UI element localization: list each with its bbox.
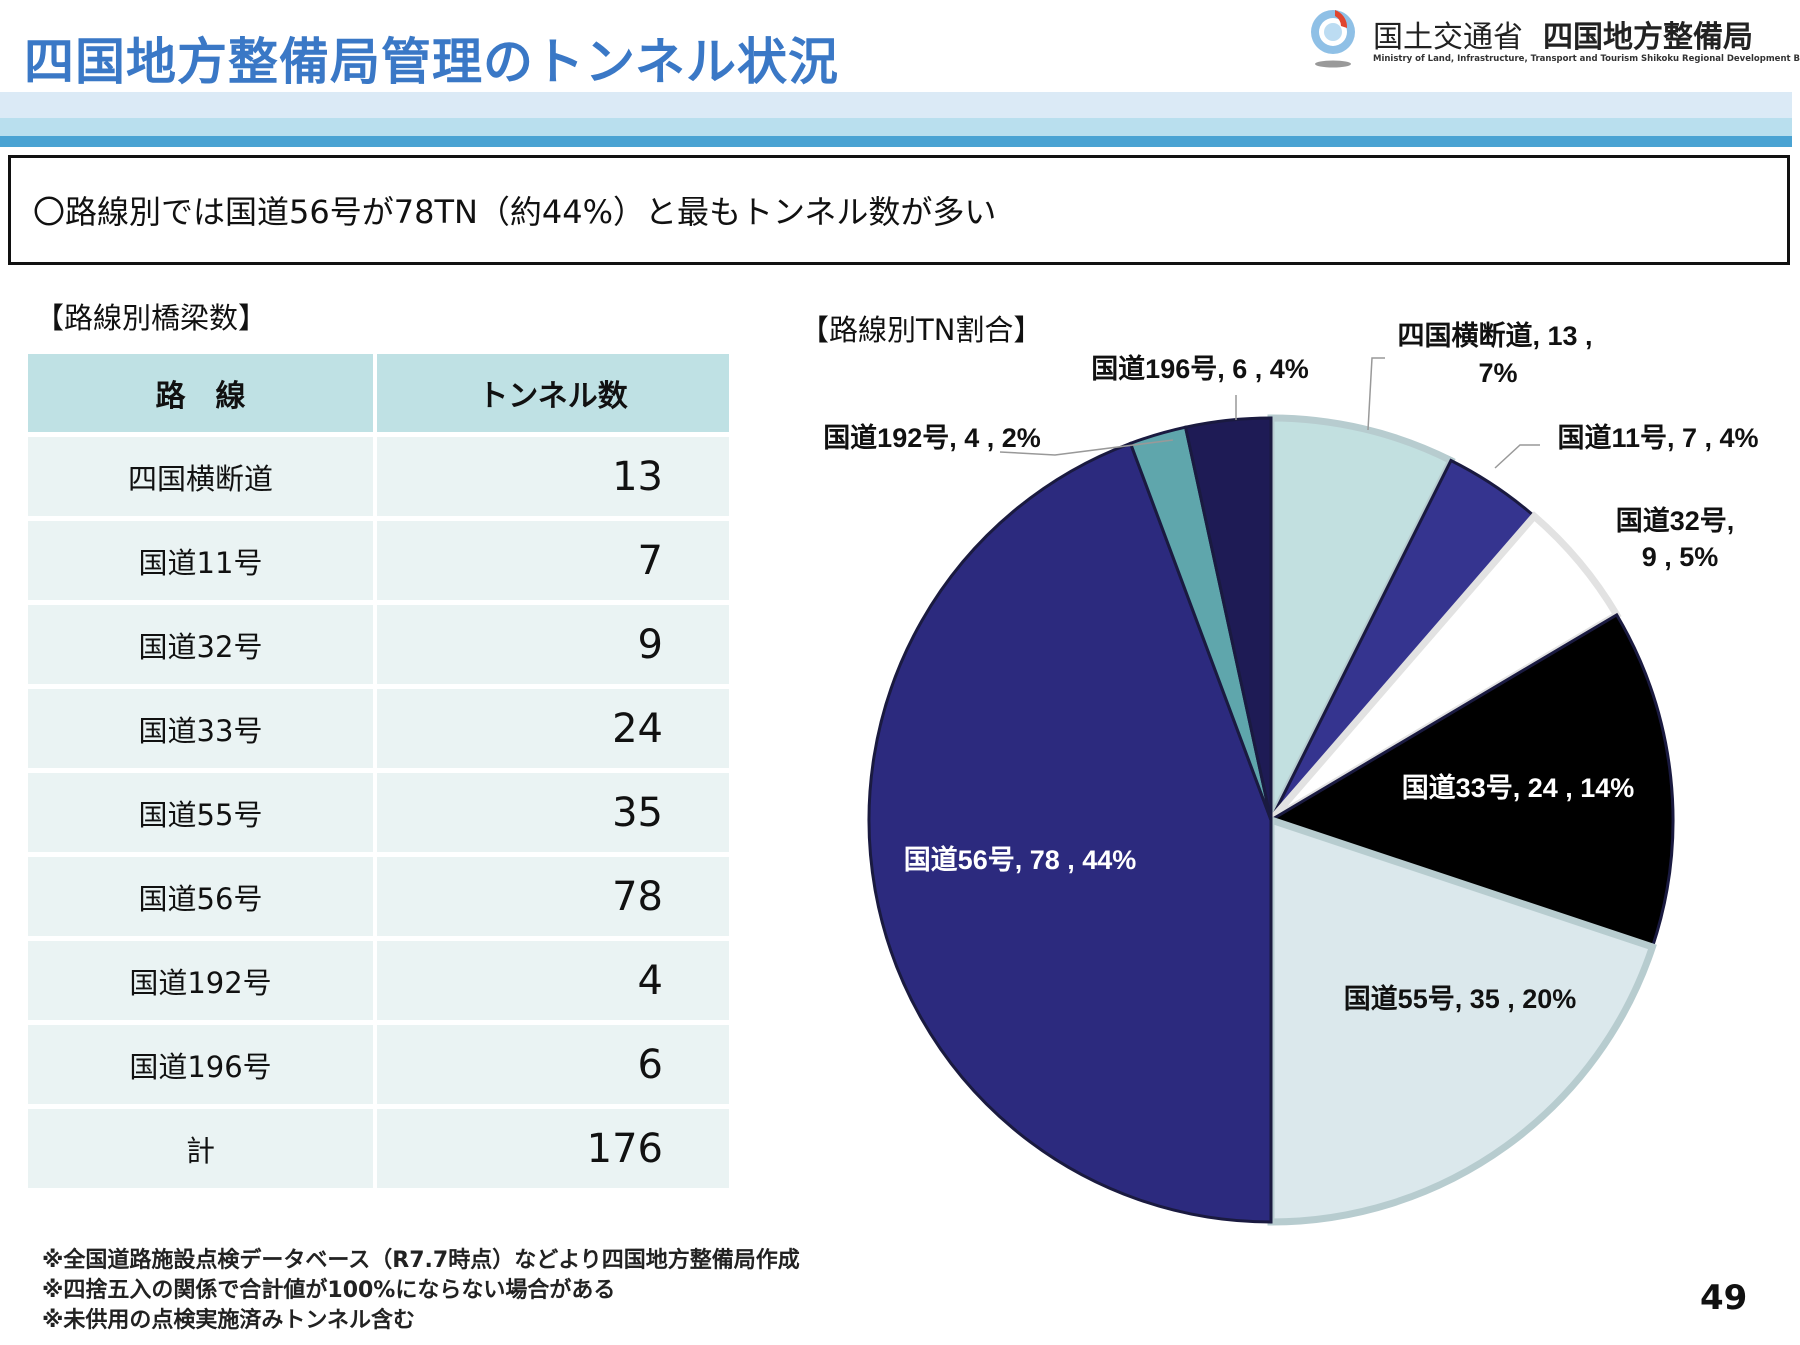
count-cell: 24 [377, 689, 729, 768]
table-row: 国道196号 6 [28, 1025, 729, 1104]
logo-english-text: Ministry of Land, Infrastructure, Transp… [1373, 54, 1800, 64]
data-label: 国道33号, 24 , 14% [1402, 772, 1635, 803]
header-band [0, 118, 1792, 136]
data-label: 四国横断道, 13 , [1397, 320, 1592, 351]
data-label: 7% [1478, 358, 1517, 388]
route-cell: 国道11号 [28, 521, 377, 600]
pie-slice [1267, 612, 1675, 949]
footnote: ※未供用の点検実施済みトンネル含む [42, 1308, 415, 1333]
count-cell: 35 [377, 773, 729, 852]
column-header-route: 路 線 [28, 354, 377, 432]
data-label: 国道32号, [1616, 505, 1735, 536]
column-header-count: トンネル数 [377, 354, 729, 432]
pie-slice [867, 441, 1273, 1224]
leader-line [1494, 444, 1540, 469]
route-cell: 四国横断道 [28, 437, 377, 516]
data-label: 国道56号, 78 , 44% [904, 844, 1137, 875]
count-cell: 7 [377, 521, 729, 600]
count-cell: 6 [377, 1025, 729, 1104]
leader-line [999, 439, 1174, 456]
table-row: 国道192号 4 [28, 941, 729, 1020]
count-cell: 4 [377, 941, 729, 1020]
count-cell: 78 [377, 857, 729, 936]
table-row: 計 176 [28, 1109, 729, 1188]
route-cell: 国道32号 [28, 605, 377, 684]
data-label: 国道192号, 4 , 2% [823, 422, 1041, 453]
tunnel-count-table: 路 線 トンネル数 四国横断道 13 国道11号 7 国道32号 9 国道33号 24 国道55… [28, 349, 729, 1193]
logo-bureau-text: 四国地方整備局 [1543, 20, 1753, 55]
data-label: 9 , 5% [1642, 542, 1719, 572]
table-row: 国道56号 78 [28, 857, 729, 936]
table-row: 国道55号 35 [28, 773, 729, 852]
footnote: ※四捨五入の関係で合計値が100%にならない場合がある [42, 1278, 616, 1303]
route-cell: 国道192号 [28, 941, 377, 1020]
table-row: 国道33号 24 [28, 689, 729, 768]
leader-line [1367, 357, 1385, 431]
route-cell: 国道55号 [28, 773, 377, 852]
page-number: 49 [1700, 1278, 1748, 1318]
logo-ministry-text: 国土交通省 [1373, 20, 1523, 55]
header-band [0, 92, 1792, 118]
data-label: 国道55号, 35 , 20% [1344, 983, 1577, 1014]
table-title: 【路線別橋梁数】 [35, 301, 268, 335]
footnotes: ※全国道路施設点検データベース（R7.7時点）などより四国地方整備局作成 ※四捨… [42, 1246, 800, 1336]
chart-title: 【路線別TN割合】 [800, 313, 1043, 347]
pie-slice [1267, 815, 1657, 1226]
summary-text: 〇路線別では国道56号が78TN（約44%）と最もトンネル数が多い [33, 193, 997, 231]
table-row: 四国横断道 13 [28, 437, 729, 516]
count-cell: 13 [377, 437, 729, 516]
page-title: 四国地方整備局管理のトンネル状況 [24, 33, 839, 91]
table-row: 国道11号 7 [28, 521, 729, 600]
mlit-emblem-icon [1311, 10, 1355, 68]
route-cell: 国道196号 [28, 1025, 377, 1104]
table-row: 国道32号 9 [28, 605, 729, 684]
pie-slice [1183, 416, 1273, 821]
pie-slice [1267, 414, 1456, 822]
data-label: 国道196号, 6 , 4% [1091, 353, 1309, 384]
count-cell: 176 [377, 1109, 729, 1188]
summary-box: 〇路線別では国道56号が78TN（約44%）と最もトンネル数が多い [8, 155, 1790, 265]
footnote: ※全国道路施設点検データベース（R7.7時点）などより四国地方整備局作成 [42, 1248, 800, 1273]
header-rule [0, 136, 1792, 147]
data-label: 国道11号, 7 , 4% [1557, 422, 1758, 453]
count-cell: 9 [377, 605, 729, 684]
ministry-logo: 国土交通省 四国地方整備局 Ministry of Land, Infrastru… [1305, 6, 1800, 70]
route-cell: 国道56号 [28, 857, 377, 936]
route-cell: 計 [28, 1109, 377, 1188]
route-cell: 国道33号 [28, 689, 377, 768]
